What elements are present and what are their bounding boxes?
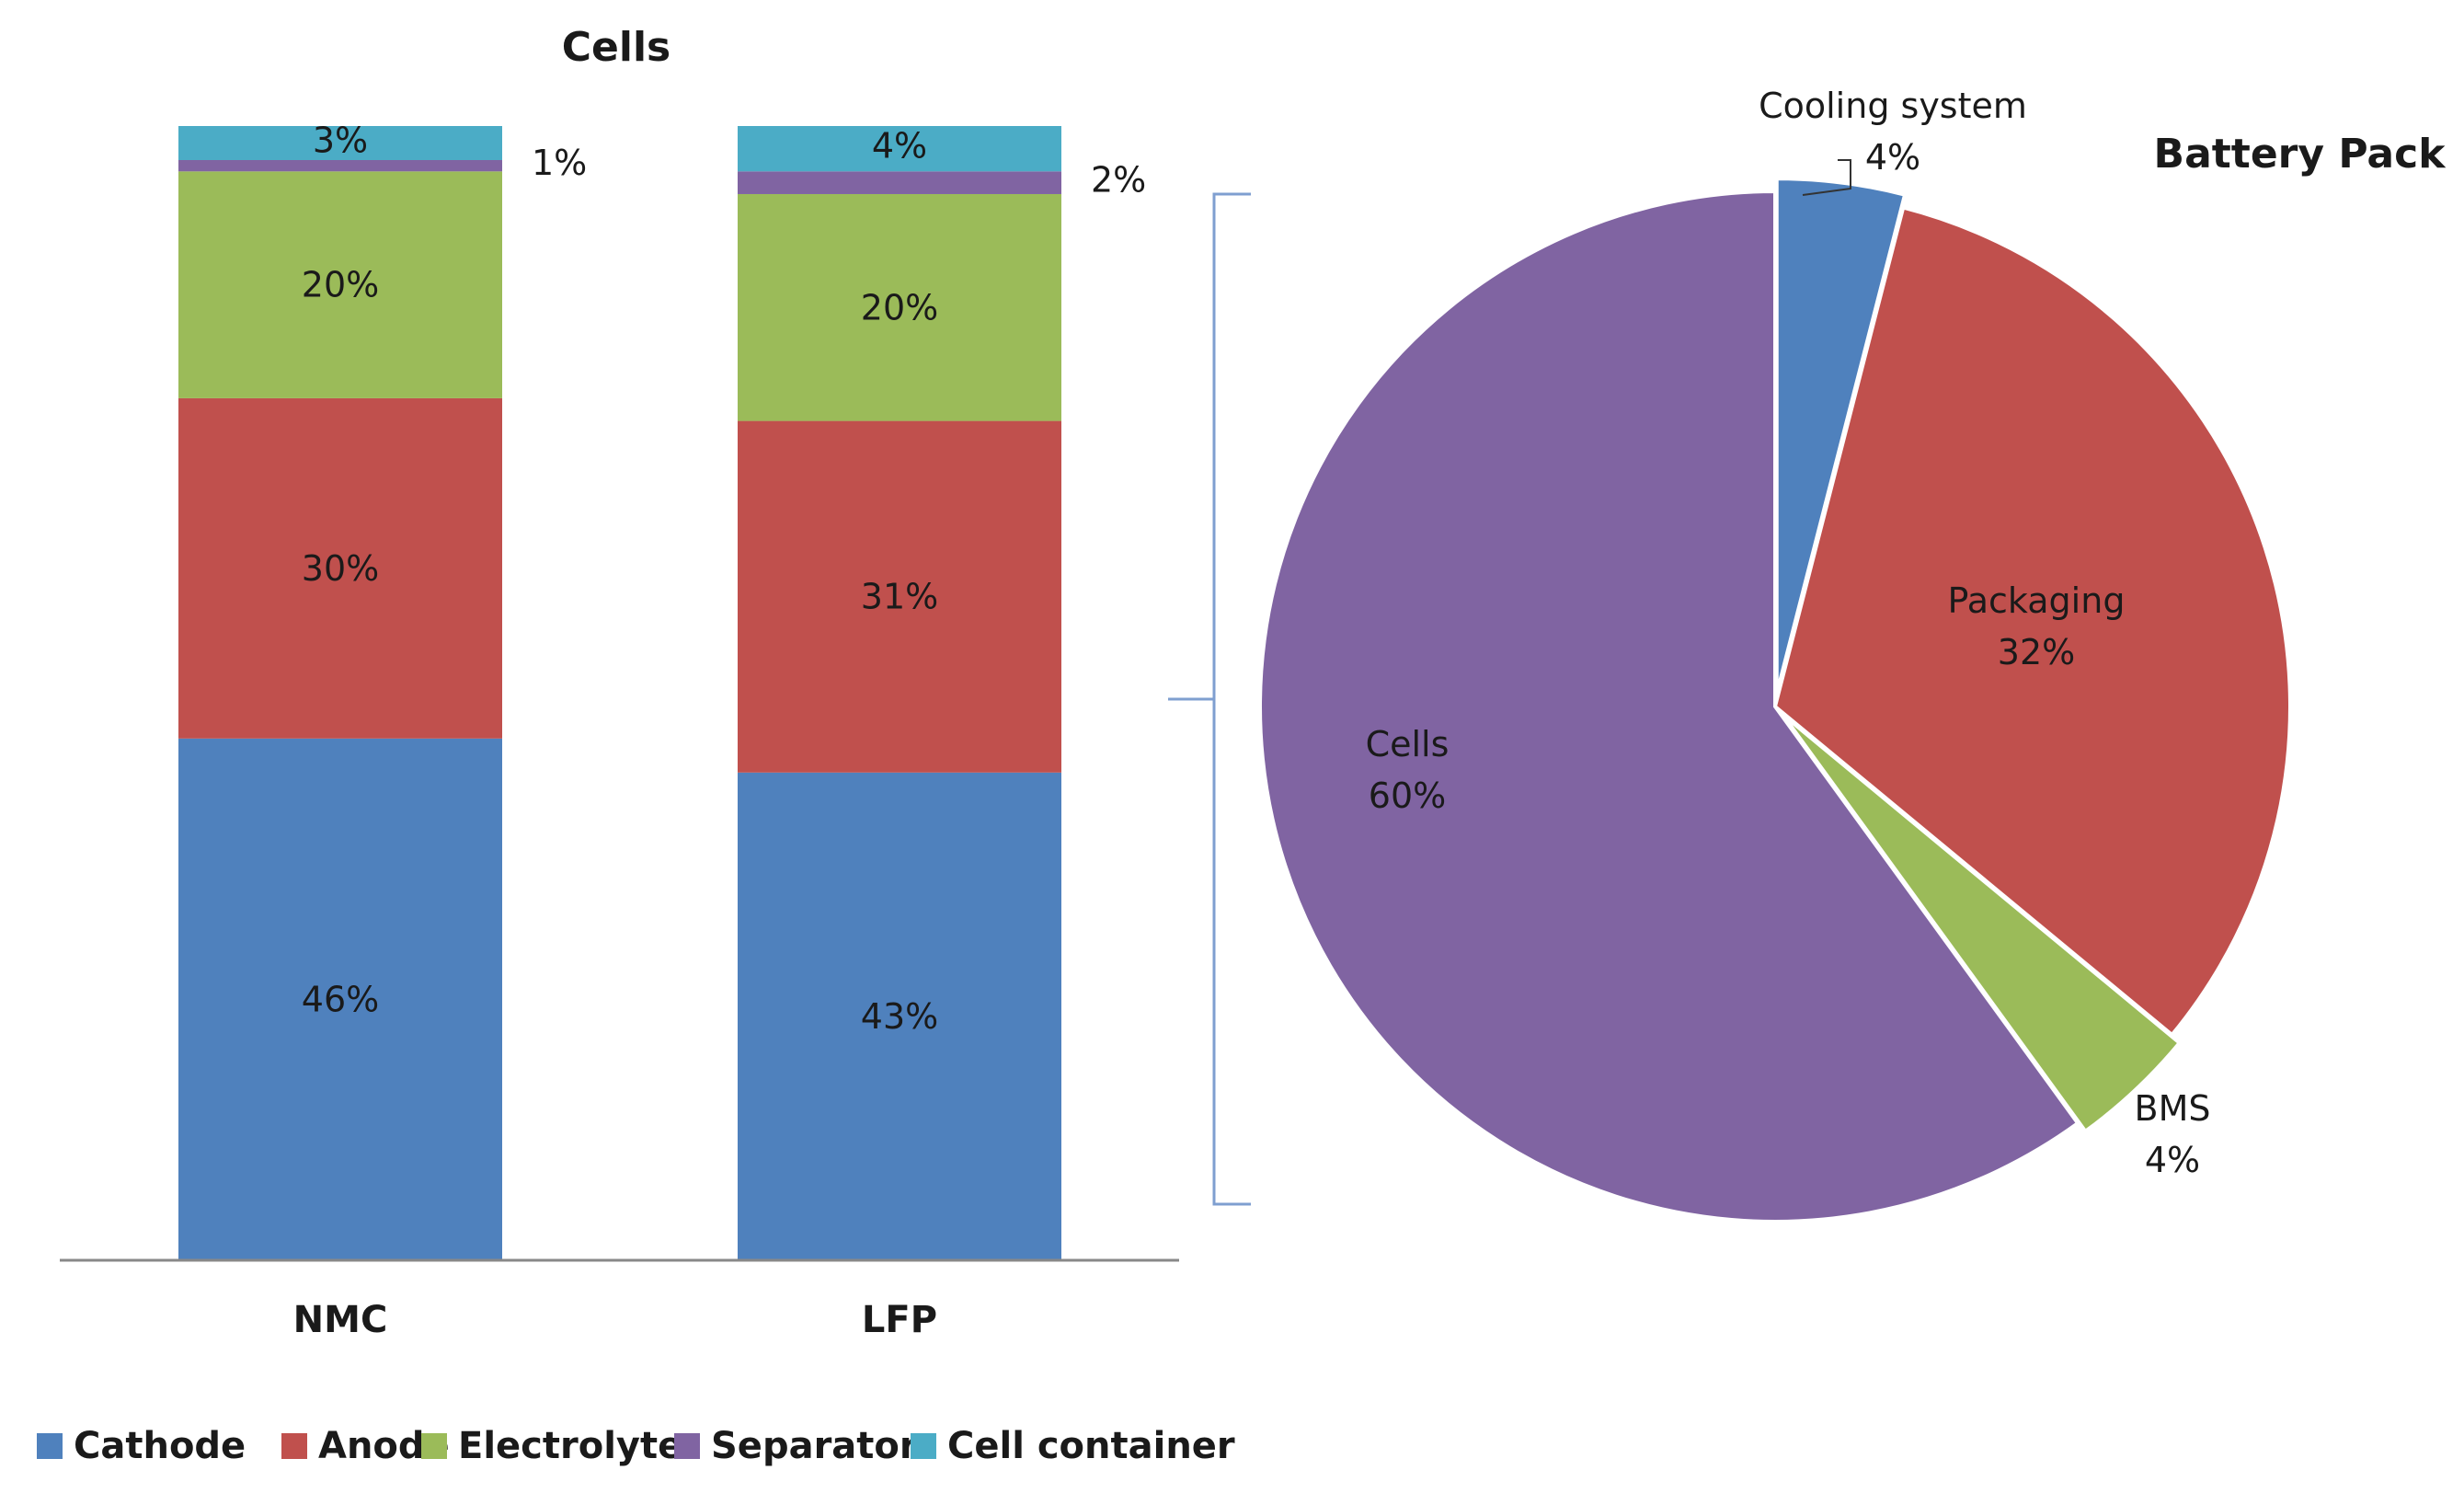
data-label-nmc-cell-container: 3% [313,120,368,160]
pie-label-value-cooling-system: 4% [1865,137,1920,178]
pie-chart-title: Battery Pack [2154,131,2447,178]
pie-slice-cells [1258,189,2080,1223]
pie-label-name-bms: BMS [2135,1088,2211,1129]
legend-label-cell-container: Cell container [947,1425,1235,1467]
pie-label-name-cells: Cells [1366,724,1450,764]
leader-line-cooling-system [1802,159,1851,196]
bar-lfp-anode [738,420,1061,773]
bar-nmc-cathode [178,738,502,1260]
data-label-nmc-cathode: 46% [302,979,379,1019]
data-label-lfp-electrolyte: 20% [861,287,938,327]
bar-lfp-electrolyte [738,193,1061,421]
data-label-lfp-separator: 2% [1091,160,1146,201]
bracket-connector [1168,192,1251,1206]
legend-label-cathode: Cathode [74,1425,246,1467]
data-label-nmc-electrolyte: 20% [302,265,379,305]
pie-slice-bms [1781,713,2183,1134]
legend-swatch-cathode [37,1433,63,1459]
pie-slice-packaging [1772,205,2293,1038]
bar-lfp-cell-container [738,126,1061,172]
legend-label-electrolyte: Electrolyte [458,1425,682,1467]
legend-swatch-electrolyte [421,1433,447,1459]
bar-nmc-separator [178,159,502,172]
data-label-lfp-anode: 31% [861,577,938,617]
pie-slice-cooling-system [1774,177,1908,695]
legend-label-separator: Separator [711,1425,918,1467]
pie-label-value-packaging: 32% [1998,632,2075,672]
legend: Cathode Anode Electrolyte Separator Cell con… [37,1425,1235,1467]
data-label-lfp-cathode: 43% [861,996,938,1037]
data-label-nmc-separator: 1% [532,143,587,183]
stacked-bars: 46% 30% 20% 1% 3% 43% 31% 20% 2% 4% [178,120,1146,1260]
pie-labels: Cooling system 4% Packaging 32% Cells 60% BMS 4… [1366,86,2211,1180]
pie-label-name-packaging: Packaging [1948,580,2126,621]
legend-swatch-anode [281,1433,307,1459]
bar-lfp-separator [738,171,1061,194]
bar-nmc-anode [178,397,502,739]
pie-label-value-bms: 4% [2145,1140,2200,1180]
data-label-lfp-cell-container: 4% [872,126,927,167]
pie-label-value-cells: 60% [1369,775,1446,816]
bar-nmc-electrolyte [178,171,502,398]
legend-swatch-separator [674,1433,700,1459]
x-tick-nmc: NMC [293,1299,388,1341]
x-tick-lfp: LFP [862,1299,937,1341]
pie-label-name-cooling-system: Cooling system [1759,86,2027,126]
bar-lfp-cathode [738,772,1061,1260]
x-axis-ticks: NMC LFP [293,1299,937,1341]
legend-swatch-cell-container [911,1433,936,1459]
bar-chart-title: Cells [562,24,671,71]
bar-nmc-cell-container [178,126,502,160]
data-label-nmc-anode: 30% [302,548,379,589]
pie-chart [1258,177,2293,1223]
